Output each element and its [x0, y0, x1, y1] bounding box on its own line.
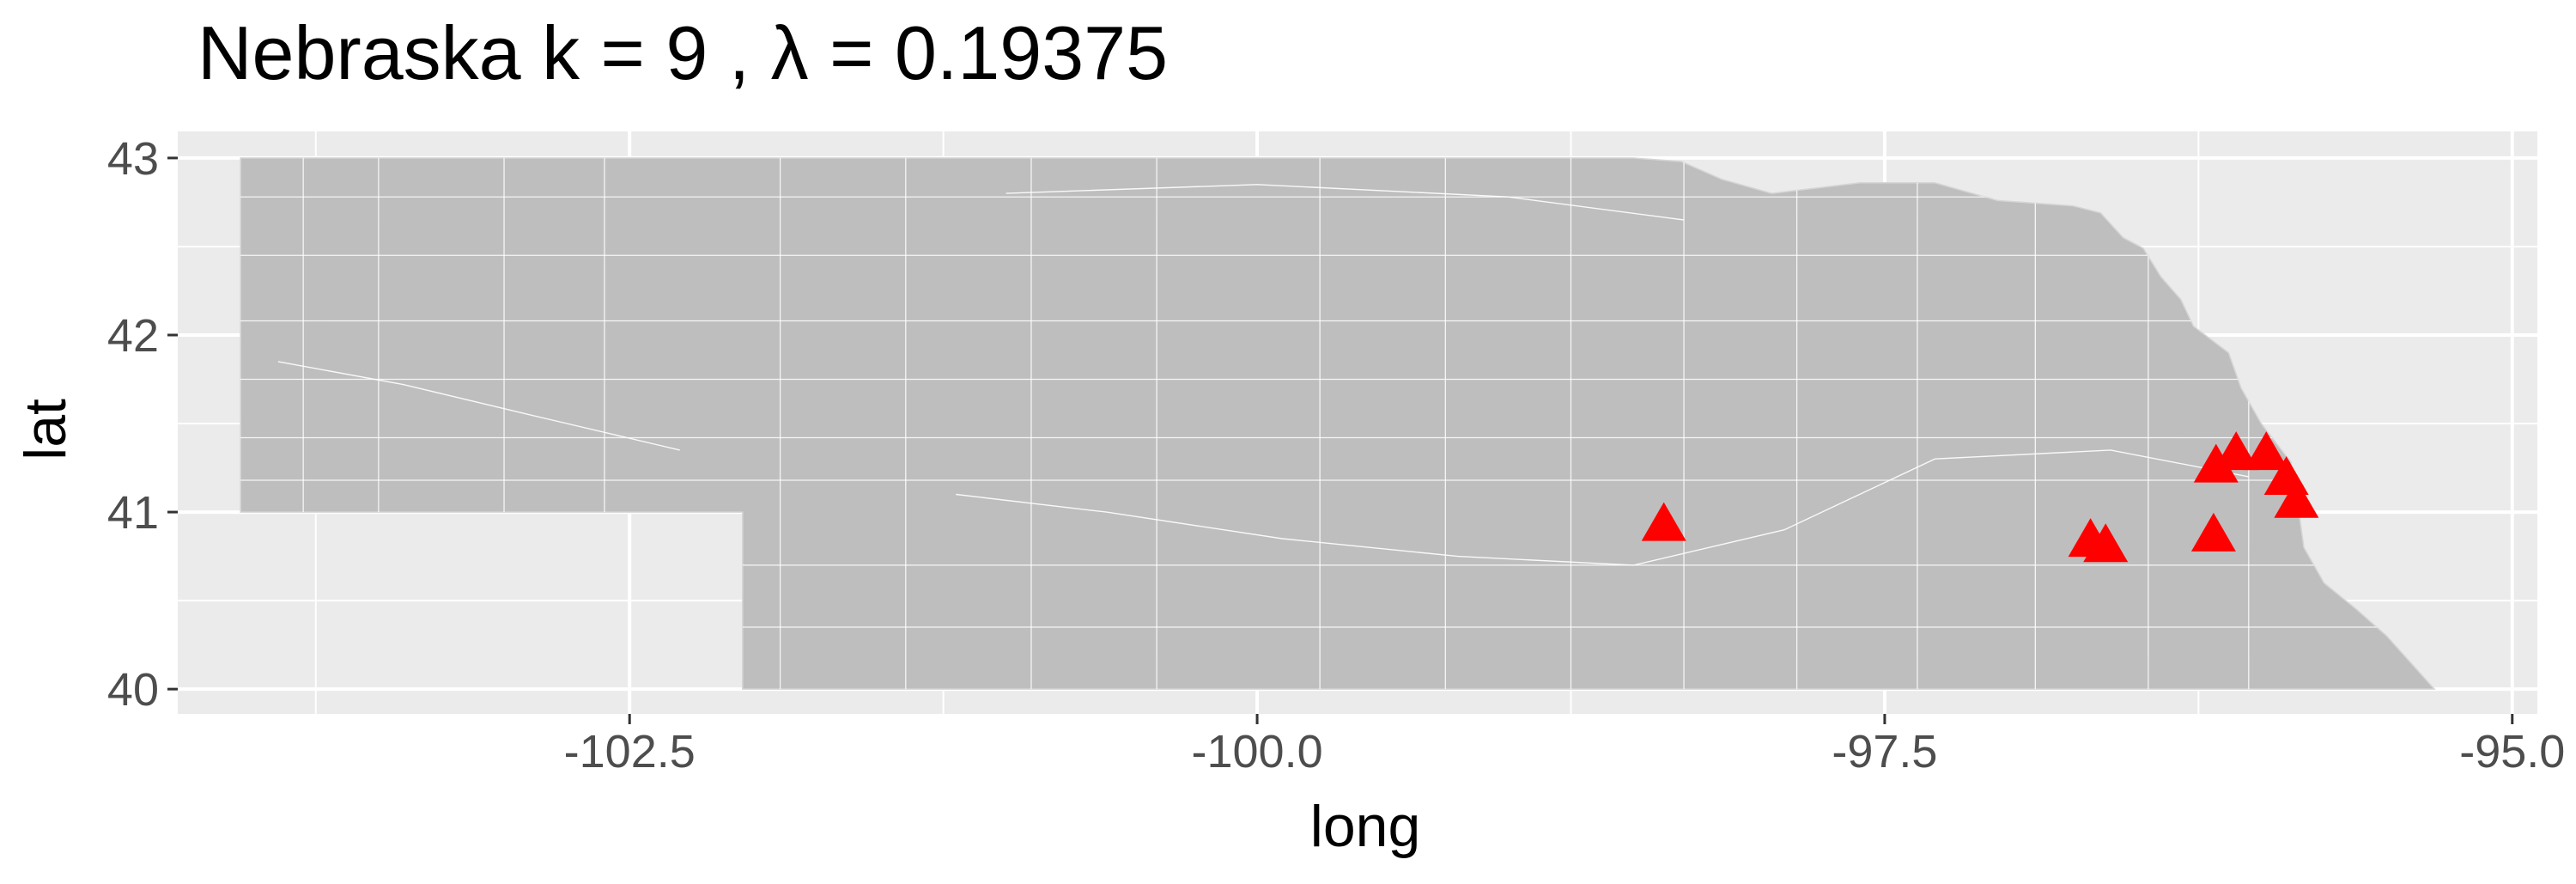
x-tick-label: -95.0	[2459, 726, 2565, 777]
y-tick-label: 40	[107, 664, 159, 716]
points-layer	[1641, 431, 2319, 563]
y-tick-label: 43	[107, 133, 159, 185]
y-tick-label: 42	[107, 310, 159, 362]
point-marker	[2274, 479, 2319, 518]
x-axis: -102.5 -100.0 -97.5 -95.0	[564, 714, 2565, 777]
point-marker	[2190, 512, 2236, 552]
y-axis: 40 41 42 43	[107, 133, 178, 716]
point-marker	[2083, 523, 2129, 563]
y-tick-label: 41	[107, 487, 159, 539]
x-tick-label: -102.5	[564, 726, 696, 777]
x-axis-title: long	[1310, 794, 1421, 859]
x-tick-label: -100.0	[1192, 726, 1323, 777]
river-border	[956, 449, 2249, 566]
river-border	[277, 361, 680, 451]
point-marker	[2244, 431, 2289, 471]
point-marker	[1641, 502, 1686, 541]
chart-title: Nebraska k = 9 , λ = 0.19375	[197, 10, 1168, 95]
river-border	[1005, 184, 1685, 221]
nebraska-shape	[240, 157, 2436, 690]
point-marker	[2214, 431, 2259, 471]
point-marker	[2193, 443, 2239, 483]
x-tick-label: -97.5	[1832, 726, 1937, 777]
y-axis-title: lat	[13, 399, 78, 460]
